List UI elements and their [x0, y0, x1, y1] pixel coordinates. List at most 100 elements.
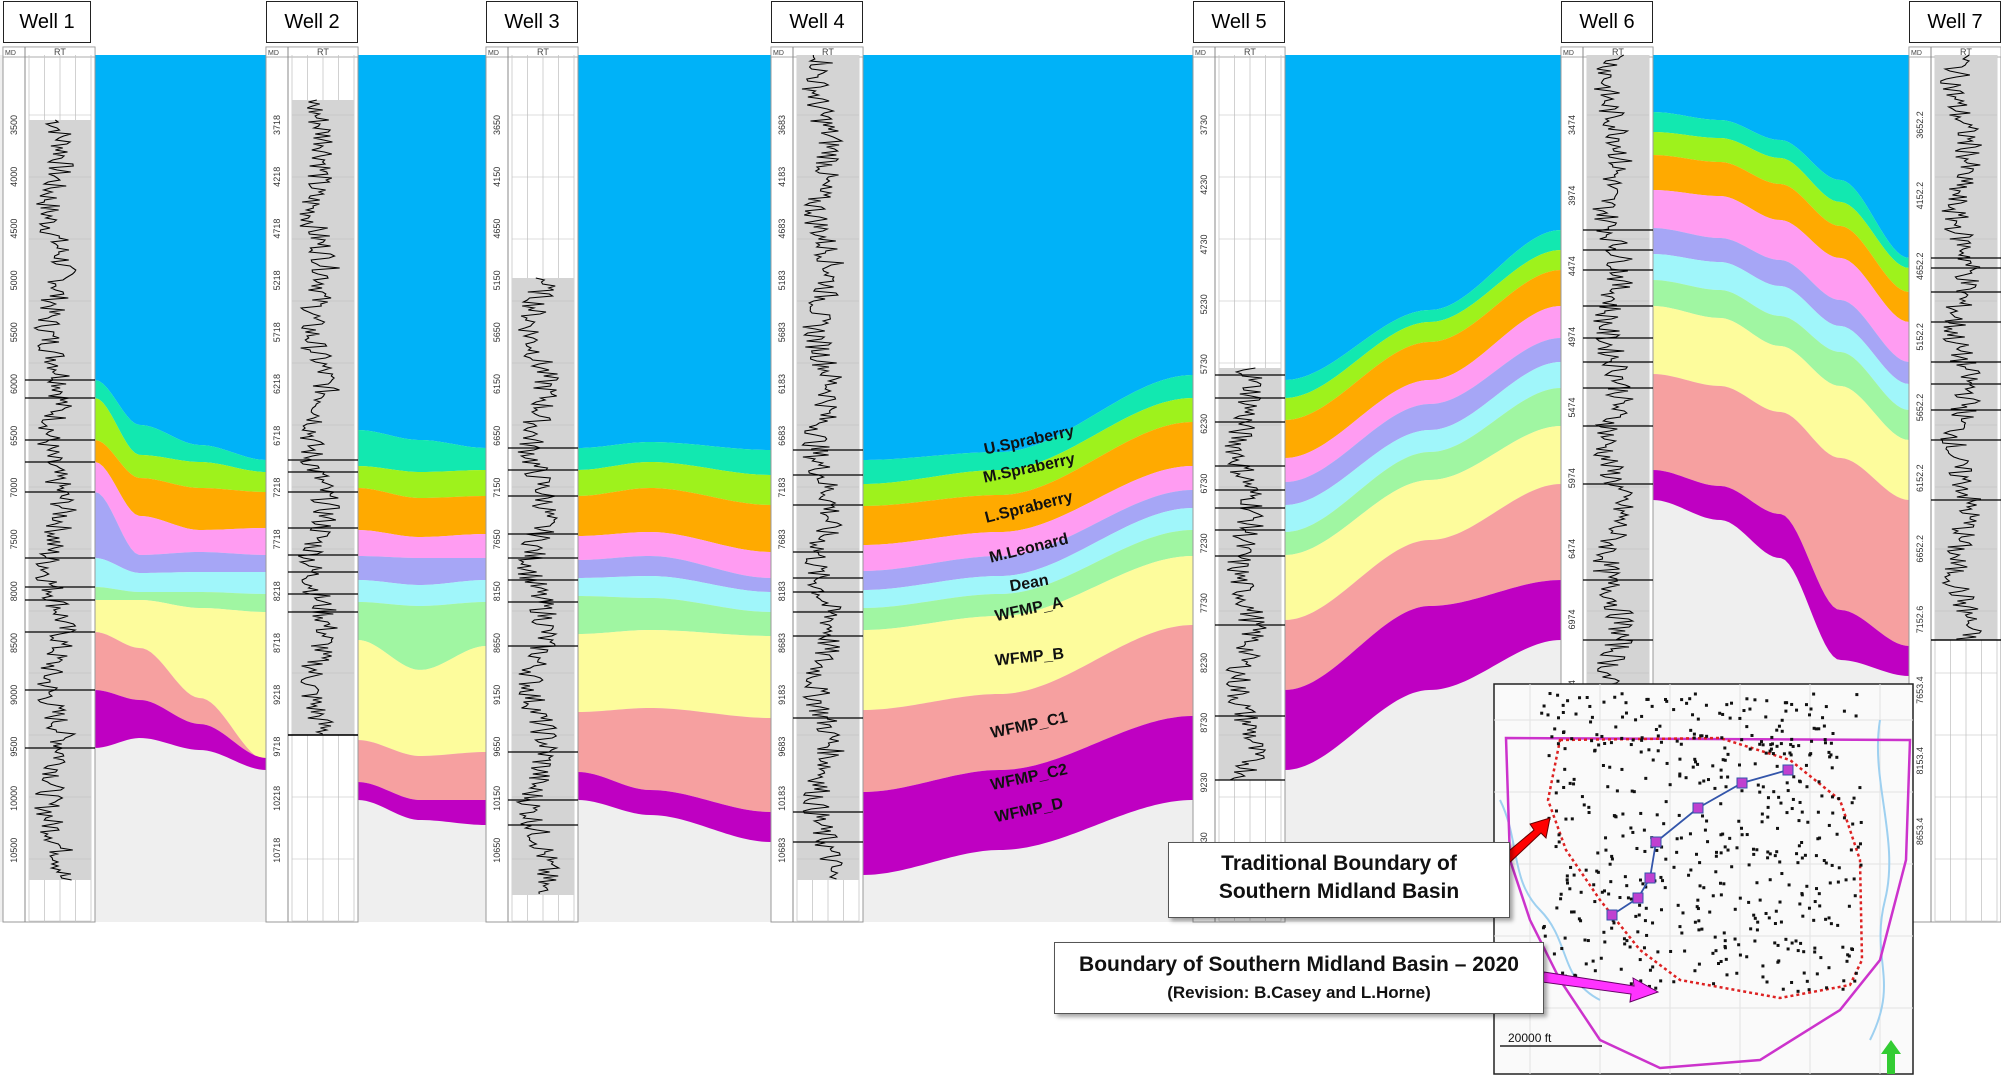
well-location-dot — [1554, 791, 1558, 795]
depth-label: 4650 — [492, 219, 502, 239]
well-location-dot — [1752, 852, 1756, 856]
well-location-dot — [1812, 726, 1816, 730]
well-location-dot — [1800, 856, 1804, 860]
well-location-dot — [1639, 750, 1643, 754]
formation-band-m.spraberry — [358, 466, 486, 498]
md-header: MD — [488, 50, 499, 57]
well-location-dot — [1651, 965, 1655, 969]
well-location-dot — [1737, 943, 1741, 947]
well-location-dot — [1850, 801, 1854, 805]
well-location-dot — [1684, 776, 1688, 780]
well-location-dot — [1593, 749, 1597, 753]
formation-band-dean — [1653, 228, 1909, 384]
well-location-dot — [1728, 836, 1732, 840]
well-location-dot — [1756, 920, 1760, 924]
well-location-dot — [1693, 969, 1697, 973]
well-location-dot — [1554, 845, 1558, 849]
well-location-dot — [1728, 716, 1732, 720]
depth-label: 4183 — [777, 167, 787, 187]
depth-label: 7150 — [492, 478, 502, 498]
depth-label: 10500 — [9, 838, 19, 863]
well-location-dot — [1562, 730, 1566, 734]
well-location-dot — [1540, 711, 1544, 715]
depth-label: 6718 — [272, 426, 282, 446]
well-location-dot — [1789, 753, 1793, 757]
well-location-dot — [1697, 928, 1701, 932]
well-location-dot — [1745, 955, 1749, 959]
well-location-dot — [1691, 765, 1695, 769]
well-location-dot — [1785, 781, 1789, 785]
well-location-dot — [1798, 902, 1802, 906]
well-location-dot — [1800, 841, 1804, 845]
well-location-dot — [1735, 846, 1739, 850]
well-location-dot — [1775, 744, 1779, 748]
well-location-dot — [1555, 906, 1559, 910]
well-location-dot — [1800, 893, 1804, 897]
well-location-dot — [1827, 823, 1831, 827]
well-location-dot — [1703, 828, 1707, 832]
well-location-dot — [1574, 712, 1578, 716]
well-location-dot — [1569, 865, 1573, 869]
depth-label: 4152.2 — [1915, 182, 1925, 210]
depth-label: 4652.2 — [1915, 253, 1925, 281]
well-location-dot — [1803, 853, 1807, 857]
well-location-dot — [1672, 708, 1676, 712]
callout-arrows — [1497, 817, 1660, 1003]
well-location-dot — [1783, 701, 1787, 705]
well-1-label: Well 1 — [3, 1, 91, 43]
well-location-dot — [1786, 789, 1790, 793]
well-location-dot — [1680, 698, 1684, 702]
depth-label: 9500 — [9, 737, 19, 757]
well-location-dot — [1724, 957, 1728, 961]
formation-band-wfmp_b — [358, 602, 486, 670]
traditional-boundary-callout: Traditional Boundary of Southern Midland… — [1168, 842, 1510, 918]
well-location-dot — [1853, 979, 1857, 983]
well-location-dot — [1600, 734, 1604, 738]
depth-label: 3718 — [272, 115, 282, 135]
well-location-dot — [1829, 922, 1833, 926]
well-location-dot — [1795, 852, 1799, 856]
well-location-dot — [1548, 692, 1552, 696]
depth-label: 7653.4 — [1915, 676, 1925, 704]
well-location-dot — [1679, 742, 1683, 746]
well-location-dot — [1790, 702, 1794, 706]
well-location-dot — [1554, 809, 1558, 813]
well-location-dot — [1779, 742, 1783, 746]
formation-band-m.leonard — [1653, 190, 1909, 362]
depth-label: 5974 — [1567, 468, 1577, 488]
well-location-dot — [1856, 845, 1860, 849]
well-location-dot — [1824, 705, 1828, 709]
well-location-dot — [1779, 920, 1783, 924]
well-location-dot — [1631, 830, 1635, 834]
well-location-dot — [1733, 907, 1737, 911]
well-location-dot — [1859, 863, 1863, 867]
depth-label: 10650 — [492, 838, 502, 863]
formation-band-wfmp_b — [863, 530, 1193, 630]
well-location-dot — [1828, 881, 1832, 885]
well-location-dot — [1798, 780, 1802, 784]
well-location-dot — [1752, 913, 1756, 917]
well-location-dot — [1572, 910, 1576, 914]
track-header — [265, 46, 359, 58]
well-location-dot — [1842, 709, 1846, 713]
well-location-dot — [1647, 984, 1651, 988]
well-location-dot — [1644, 885, 1648, 889]
well-location-dot — [1723, 946, 1727, 950]
well-location-dot — [1689, 728, 1693, 732]
well-location-dot — [1681, 911, 1685, 915]
well-location-dot — [1813, 900, 1817, 904]
well-location-dot — [1849, 848, 1853, 852]
well-location-dot — [1818, 836, 1822, 840]
scale-label: 20000 ft — [1508, 1031, 1552, 1045]
well-6-label: Well 6 — [1561, 1, 1653, 43]
formation-band-u.spraberry — [1285, 230, 1561, 398]
well-location-dot — [1550, 735, 1554, 739]
well-location-dot — [1764, 715, 1768, 719]
well-location-dot — [1568, 887, 1572, 891]
well-location-dot — [1719, 775, 1723, 779]
depth-label: 4974 — [1567, 327, 1577, 347]
well-location-dot — [1794, 939, 1798, 943]
well-location-dot — [1761, 785, 1765, 789]
depth-label: 5000 — [9, 270, 19, 290]
well-location-dot — [1829, 741, 1833, 745]
